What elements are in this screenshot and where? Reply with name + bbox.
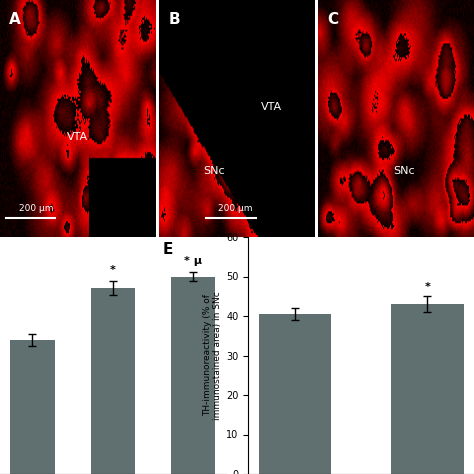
Text: SNc: SNc (393, 165, 415, 176)
Text: SNc: SNc (203, 165, 224, 176)
Text: B: B (168, 12, 180, 27)
Bar (258, 314, 331, 474)
Bar (91, 288, 135, 474)
Bar (391, 304, 464, 474)
Bar (171, 276, 216, 474)
Y-axis label: TH-immunoreactivity (% of
immunostained area) in SNc: TH-immunoreactivity (% of immunostained … (202, 291, 222, 420)
Text: VTA: VTA (261, 101, 282, 112)
Text: 200 μm: 200 μm (219, 204, 253, 213)
Text: * μ: * μ (184, 256, 202, 266)
Bar (10, 340, 55, 474)
Text: C: C (328, 12, 338, 27)
Text: 200 μm: 200 μm (18, 204, 53, 213)
Text: VTA: VTA (67, 132, 89, 143)
Text: E: E (163, 242, 173, 257)
Text: A: A (9, 12, 21, 27)
Text: *: * (110, 265, 116, 275)
Text: *: * (424, 282, 430, 292)
